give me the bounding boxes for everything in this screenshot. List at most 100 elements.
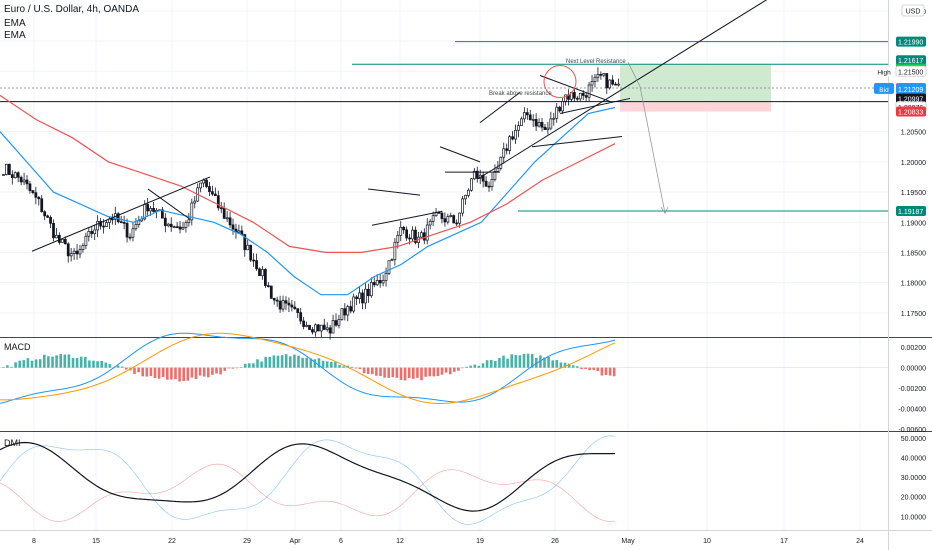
macd-hist-bar xyxy=(108,364,112,368)
price-tick-label: 1.19500 xyxy=(901,190,926,197)
macd-hist-bar xyxy=(317,358,321,368)
macd-hist-bar xyxy=(264,356,267,368)
candle-body xyxy=(587,84,591,98)
price-tick-label: 1.17500 xyxy=(901,311,926,318)
candle-body xyxy=(275,299,279,302)
macd-hist-bar xyxy=(416,367,419,378)
candle-body xyxy=(461,198,464,214)
macd-hist-bar xyxy=(535,357,538,368)
time-axis-label: 6 xyxy=(339,538,343,545)
candle-body xyxy=(34,192,38,198)
macd-hist-bar xyxy=(309,358,313,368)
candle-body xyxy=(119,221,123,224)
macd-hist-bar xyxy=(580,367,583,370)
macd-hist-bar xyxy=(571,365,575,368)
candle-body xyxy=(590,81,594,86)
breakout-annotation: Break above resistance xyxy=(489,91,552,97)
trend-line xyxy=(31,176,211,252)
price-label-text: 1.21500 xyxy=(898,69,923,76)
candle-body xyxy=(146,204,150,212)
candle-body xyxy=(537,122,541,127)
macd-hist-bar xyxy=(248,363,251,368)
candle-body xyxy=(531,119,535,121)
dmi-tick-label: 30.0000 xyxy=(901,475,926,482)
macd-hist-bar xyxy=(383,367,386,378)
di-plus-line xyxy=(0,435,616,525)
trend-line xyxy=(559,97,631,115)
macd-hist-bar xyxy=(457,367,460,371)
candle-body xyxy=(522,112,526,120)
candle-body xyxy=(355,296,358,300)
candle-body xyxy=(60,239,64,243)
macd-hist-bar xyxy=(358,367,362,370)
candle-body xyxy=(284,300,288,304)
candle-body xyxy=(549,118,553,129)
candle-body xyxy=(193,200,197,204)
macd-hist-bar xyxy=(100,360,103,368)
candle-body xyxy=(231,224,235,230)
price-label-text: 1.21209 xyxy=(898,87,923,94)
candle-body xyxy=(393,241,397,261)
dmi-pane-title: DMI xyxy=(4,438,21,448)
candle-body xyxy=(605,73,609,89)
macd-hist-bar xyxy=(178,367,181,382)
candle-body xyxy=(352,296,356,312)
price-label-tag: High xyxy=(877,69,891,76)
candle-body xyxy=(452,215,456,224)
macd-hist-bar xyxy=(153,367,157,379)
dmi-tick-label: 20.0000 xyxy=(901,495,926,502)
macd-hist-bar xyxy=(215,367,218,374)
price-label-text: 1.20997 xyxy=(898,97,923,104)
macd-hist-bar xyxy=(547,356,550,368)
macd-hist-bar xyxy=(47,356,50,368)
candle-body xyxy=(166,223,170,227)
candle-body xyxy=(290,304,294,308)
candle-body xyxy=(55,234,58,239)
candle-body xyxy=(428,221,432,226)
candle-body xyxy=(269,285,273,299)
candle-body xyxy=(419,232,423,238)
macd-hist-bar xyxy=(2,367,5,368)
candle-body xyxy=(31,190,35,194)
macd-hist-bar xyxy=(522,353,526,368)
time-axis-label: 15 xyxy=(92,538,100,545)
candle-body xyxy=(358,292,361,300)
candle-body xyxy=(581,92,585,96)
macd-hist-bar xyxy=(502,355,505,368)
macd-hist-bar xyxy=(88,360,91,368)
macd-hist-bar xyxy=(448,367,452,375)
macd-hist-bar xyxy=(567,363,571,368)
candle-body xyxy=(66,243,70,257)
trend-line xyxy=(371,210,443,226)
candle-body xyxy=(222,207,226,219)
trend-line xyxy=(531,135,623,148)
trend-line xyxy=(367,188,421,196)
macd-hist-bar xyxy=(584,367,587,369)
candle-body xyxy=(134,224,138,230)
macd-hist-bar xyxy=(268,356,272,368)
price-tick-label: 1.18000 xyxy=(901,281,926,288)
macd-hist-bar xyxy=(424,367,427,377)
macd-hist-bar xyxy=(133,367,136,374)
candle-body xyxy=(520,118,523,126)
macd-hist-bar xyxy=(608,367,612,376)
candle-body xyxy=(116,213,120,223)
candle-body xyxy=(110,218,114,221)
candle-body xyxy=(540,122,544,128)
macd-hist-bar xyxy=(604,367,608,376)
macd-hist-bar xyxy=(198,367,202,376)
candle-body xyxy=(440,212,444,220)
candle-body xyxy=(408,237,411,240)
macd-hist-bar xyxy=(194,367,198,380)
dmi-tick-label: 50.0000 xyxy=(901,436,926,443)
candle-body xyxy=(593,76,597,82)
macd-hist-bar xyxy=(239,367,243,368)
macd-hist-bar xyxy=(436,367,440,377)
macd-hist-bar xyxy=(588,367,591,371)
ema-fast-legend: EMA xyxy=(4,18,26,29)
candle-body xyxy=(287,302,291,306)
candle-body xyxy=(337,319,341,326)
macd-hist-bar xyxy=(190,367,194,378)
